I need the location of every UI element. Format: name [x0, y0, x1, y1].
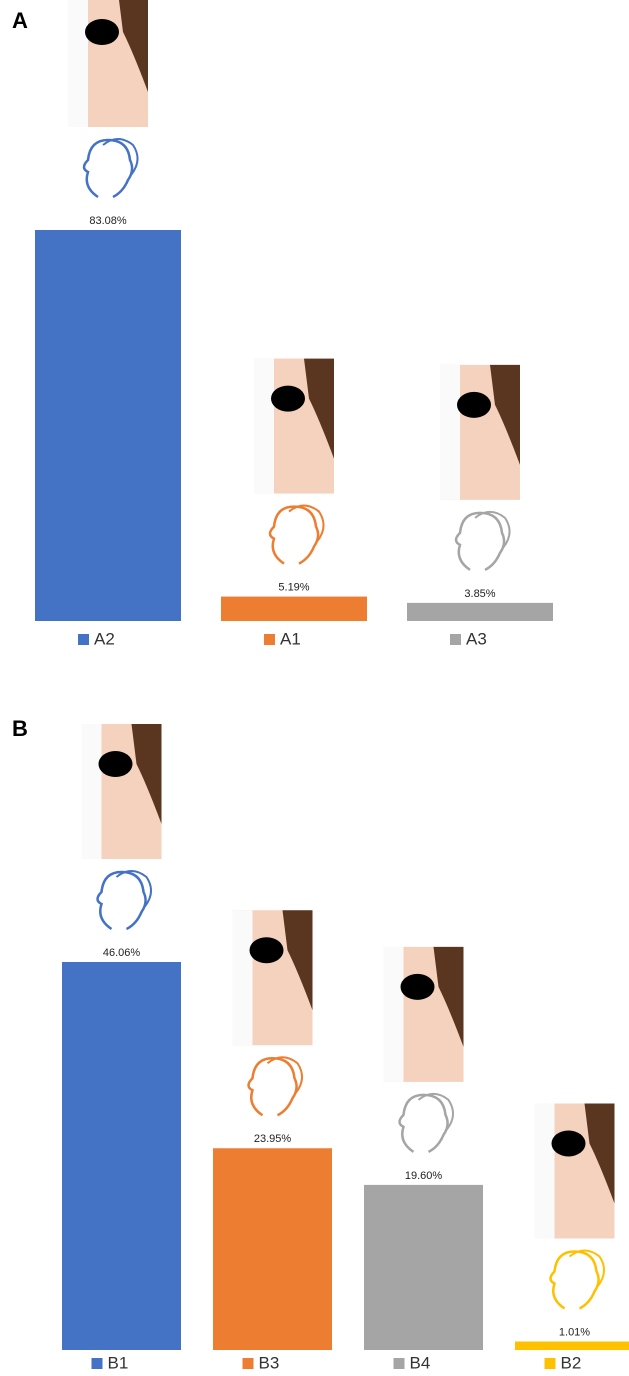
profile-illustration — [383, 946, 464, 1154]
panel-label: A — [12, 8, 28, 33]
sketch-hair — [266, 1056, 303, 1094]
bar — [213, 1148, 332, 1350]
bar — [364, 1184, 483, 1350]
sketch-hair — [417, 1092, 454, 1131]
photo-background — [440, 364, 460, 500]
legend-label: B2 — [561, 1353, 582, 1372]
photo-hair — [282, 910, 313, 1011]
value-label: 23.95% — [254, 1133, 292, 1145]
photo-mask — [98, 751, 133, 777]
sketch — [398, 1093, 449, 1154]
value-label: 1.01% — [559, 1326, 590, 1338]
photo-mask — [249, 937, 284, 964]
photo-hair — [584, 1103, 615, 1204]
photo-background — [232, 910, 253, 1046]
profile-illustration — [232, 910, 313, 1117]
photo-background — [534, 1103, 555, 1239]
profile-illustration — [534, 1103, 615, 1310]
photo-mask — [457, 391, 491, 418]
photo-hair — [490, 364, 520, 465]
photo-background — [254, 358, 274, 494]
profile-illustration — [68, 0, 148, 199]
bar — [515, 1341, 629, 1350]
value-label: 3.85% — [464, 588, 495, 600]
sketch-hair — [474, 510, 511, 549]
value-label: 19.60% — [405, 1170, 443, 1182]
bar — [62, 962, 181, 1350]
photo-hair — [304, 358, 334, 459]
legend-label: B4 — [410, 1353, 431, 1372]
photo-hair — [433, 946, 464, 1047]
photo-background — [81, 724, 102, 859]
sketch — [96, 870, 147, 931]
bar — [35, 230, 181, 621]
legend-label: A1 — [280, 629, 301, 648]
panel-label: B — [12, 716, 28, 741]
legend-label: A3 — [466, 629, 487, 648]
sketch — [268, 505, 320, 565]
profile-illustration — [254, 358, 334, 565]
legend-label: B3 — [259, 1353, 280, 1372]
bar — [407, 602, 553, 621]
sketch-hair — [568, 1249, 605, 1288]
value-label: 46.06% — [103, 947, 141, 959]
legend-swatch — [78, 634, 89, 645]
photo-hair — [119, 0, 148, 92]
legend-swatch — [264, 634, 275, 645]
profile-illustration — [81, 724, 162, 931]
sketch — [82, 138, 134, 199]
legend-swatch — [450, 634, 461, 645]
profile-illustration — [440, 364, 520, 571]
sketch-hair — [102, 138, 139, 176]
legend-swatch — [544, 1358, 556, 1369]
photo-mask — [551, 1130, 586, 1157]
photo-hair — [131, 724, 162, 824]
value-label: 83.08% — [89, 215, 127, 227]
photo-background — [383, 946, 404, 1082]
value-label: 5.19% — [278, 581, 309, 593]
legend-label: B1 — [108, 1353, 129, 1372]
legend-label: A2 — [94, 629, 115, 648]
photo-mask — [271, 385, 305, 412]
photo-mask — [400, 973, 435, 1000]
sketch — [549, 1250, 600, 1310]
legend-swatch — [91, 1358, 103, 1369]
sketch-hair — [115, 870, 152, 908]
sketch — [247, 1056, 298, 1117]
photo-mask — [85, 19, 119, 45]
bar — [221, 596, 367, 621]
legend-swatch — [242, 1358, 254, 1369]
sketch-hair — [288, 504, 325, 543]
photo-background — [68, 0, 88, 127]
legend-swatch — [393, 1358, 405, 1369]
sketch — [454, 511, 506, 571]
